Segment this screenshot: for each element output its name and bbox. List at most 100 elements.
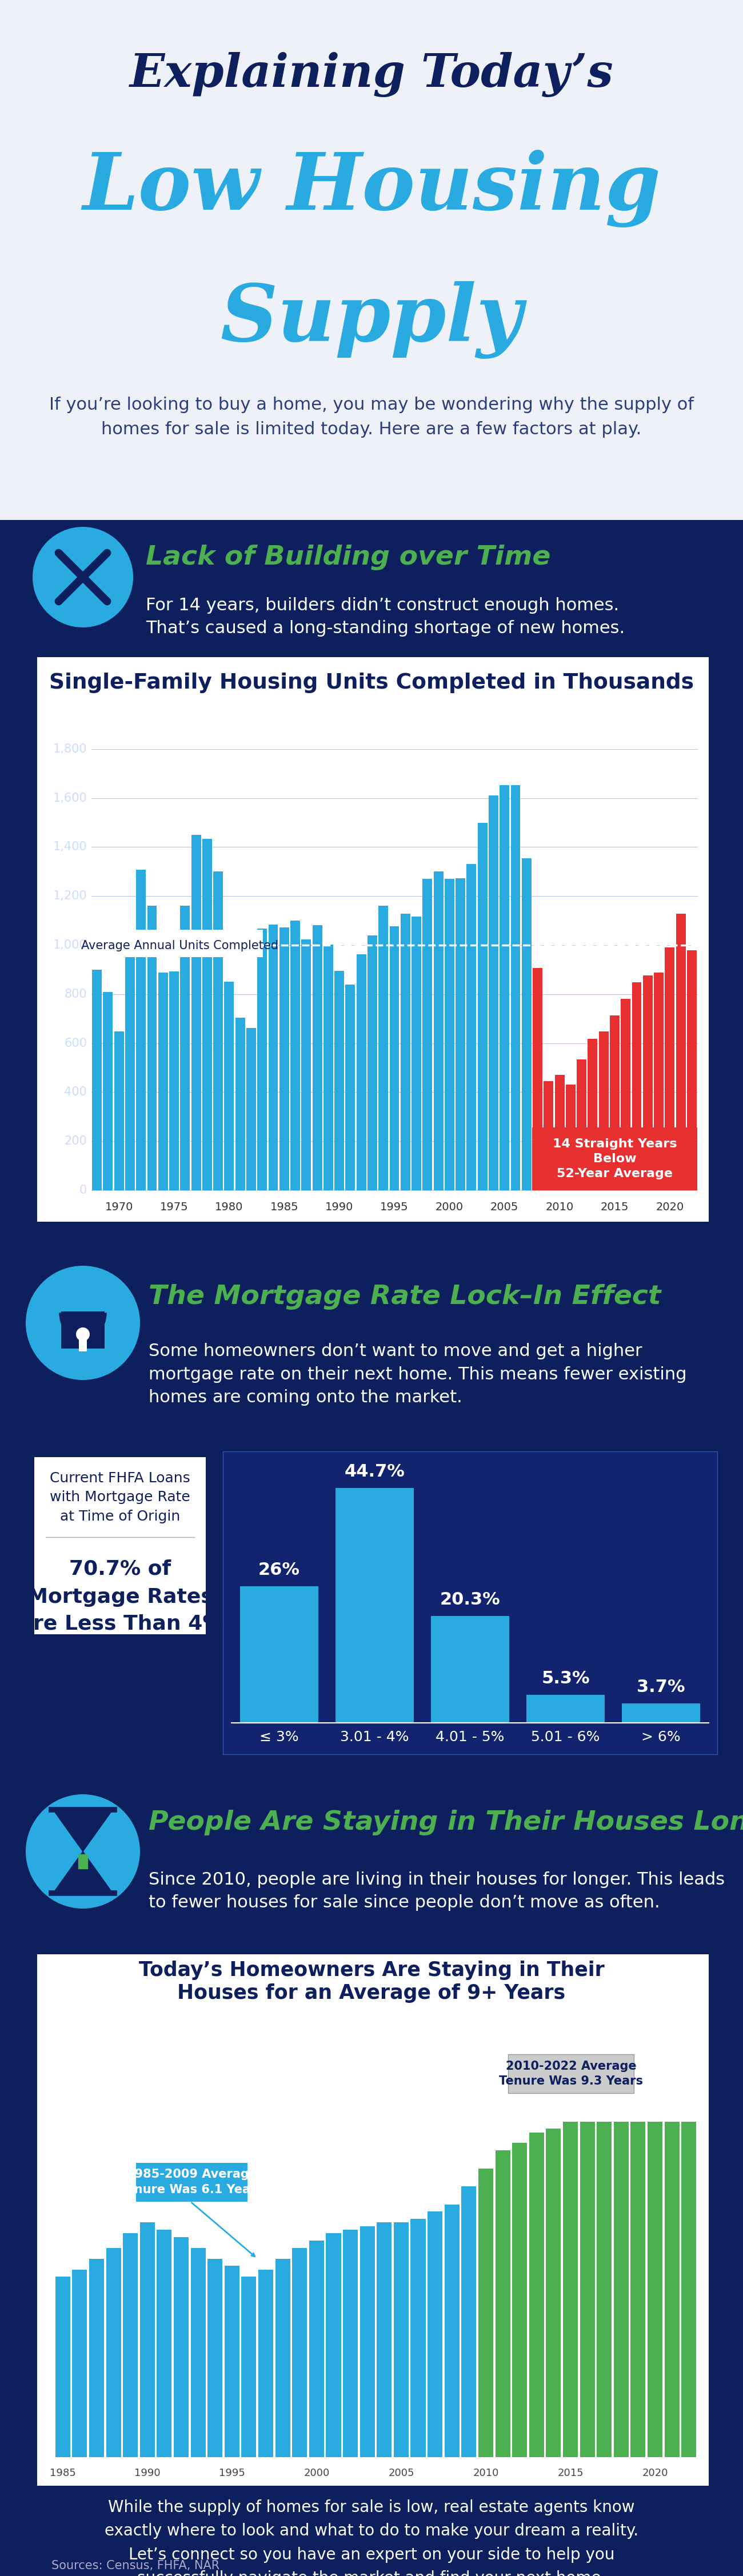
Bar <box>597 2123 611 2458</box>
Text: For 14 years, builders didn’t construct enough homes.
That’s caused a long-stand: For 14 years, builders didn’t construct … <box>146 598 625 636</box>
Text: Today’s Homeowners Are Staying in Their: Today’s Homeowners Are Staying in Their <box>139 1960 604 1981</box>
Bar <box>444 2205 459 2458</box>
Bar <box>302 940 311 1190</box>
Bar <box>499 786 510 1190</box>
Bar <box>79 1340 87 1352</box>
Bar <box>136 871 146 1190</box>
Bar <box>279 927 289 1190</box>
Bar <box>37 2007 709 2486</box>
Text: 1975: 1975 <box>160 1203 188 1213</box>
Text: 5.01 - 6%: 5.01 - 6% <box>531 1731 600 1744</box>
Text: Low Housing: Low Housing <box>82 149 661 227</box>
Text: 1995: 1995 <box>219 2468 245 2478</box>
Bar <box>147 907 157 1190</box>
Bar <box>532 1128 697 1190</box>
Text: Houses for an Average of 9+ Years: Houses for an Average of 9+ Years <box>178 1984 565 2004</box>
Bar <box>37 708 709 1221</box>
Text: 1980: 1980 <box>215 1203 243 1213</box>
Bar <box>169 971 179 1190</box>
Text: 1985-2009 Average
Tenure Was 6.1 Years: 1985-2009 Average Tenure Was 6.1 Years <box>120 2169 264 2195</box>
Bar <box>378 907 388 1190</box>
Bar <box>72 2269 87 2458</box>
Text: 2020: 2020 <box>655 1203 684 1213</box>
Bar <box>174 2236 189 2458</box>
Text: 2020: 2020 <box>642 2468 668 2478</box>
Text: Mortgage Rates: Mortgage Rates <box>27 1587 212 1607</box>
Bar <box>400 914 410 1190</box>
Text: 70.7% of: 70.7% of <box>69 1558 171 1579</box>
Text: 1,600: 1,600 <box>53 793 87 804</box>
Bar <box>648 2123 663 2458</box>
Bar <box>412 917 421 1190</box>
Bar <box>357 953 366 1190</box>
Bar <box>309 2241 324 2458</box>
Text: 14 Straight Years
Below
52-Year Average: 14 Straight Years Below 52-Year Average <box>553 1139 677 1180</box>
Bar <box>676 914 686 1190</box>
Text: > 6%: > 6% <box>641 1731 681 1744</box>
Bar <box>213 871 223 1190</box>
Bar <box>544 1082 554 1190</box>
Text: 44.7%: 44.7% <box>345 1463 405 1479</box>
Text: Since 2010, people are living in their houses for longer. This leads
to fewer ho: Since 2010, people are living in their h… <box>149 1870 724 1911</box>
Bar <box>34 1458 206 1633</box>
Circle shape <box>33 528 133 629</box>
Polygon shape <box>54 1852 111 1891</box>
Bar <box>599 1030 609 1190</box>
Bar <box>158 974 168 1190</box>
Bar <box>202 840 212 1190</box>
Bar <box>360 2226 374 2458</box>
Bar <box>565 1084 575 1190</box>
Text: 2010: 2010 <box>545 1203 574 1213</box>
Text: 2010: 2010 <box>473 2468 499 2478</box>
Bar <box>345 984 355 1190</box>
Bar <box>427 2213 442 2458</box>
Bar <box>496 2151 510 2458</box>
Text: 26%: 26% <box>259 1561 300 1579</box>
Bar <box>478 822 487 1190</box>
Text: 1,000: 1,000 <box>53 940 87 951</box>
Text: 400: 400 <box>64 1087 87 1097</box>
Bar <box>55 2277 70 2458</box>
Bar <box>247 1028 256 1190</box>
Text: Supply: Supply <box>221 281 522 358</box>
Bar <box>97 930 263 958</box>
Circle shape <box>26 1265 140 1381</box>
Bar <box>489 796 499 1190</box>
Bar <box>114 1033 124 1190</box>
Bar <box>632 981 641 1190</box>
Bar <box>411 2218 426 2458</box>
Bar <box>614 2123 629 2458</box>
Bar <box>588 1038 597 1190</box>
Text: 2010-2022 Average
Tenure Was 9.3 Years: 2010-2022 Average Tenure Was 9.3 Years <box>499 2061 643 2087</box>
Text: Are Less Than 4%: Are Less Than 4% <box>17 1615 223 1633</box>
Text: 1990: 1990 <box>134 2468 160 2478</box>
Bar <box>533 969 542 1190</box>
Bar <box>0 1239 743 1772</box>
Text: 1985: 1985 <box>50 2468 76 2478</box>
Bar <box>89 2259 104 2458</box>
Bar <box>664 2123 679 2458</box>
Bar <box>555 1074 565 1190</box>
Circle shape <box>26 1795 140 1909</box>
Bar <box>291 920 300 1190</box>
Bar <box>136 2164 247 2202</box>
Bar <box>368 935 377 1190</box>
Bar <box>389 927 399 1190</box>
Text: 3.7%: 3.7% <box>637 1680 685 1695</box>
Bar <box>522 858 531 1190</box>
Text: Average Annual Units Completed: Average Annual Units Completed <box>82 940 279 951</box>
Text: 1995: 1995 <box>380 1203 409 1213</box>
Bar <box>478 2169 493 2458</box>
Bar <box>312 925 322 1190</box>
Text: The Mortgage Rate Lock–In Effect: The Mortgage Rate Lock–In Effect <box>149 1285 661 1311</box>
Bar <box>434 871 444 1190</box>
Bar <box>431 1615 509 1723</box>
Bar <box>0 520 743 1239</box>
Bar <box>455 878 465 1190</box>
Bar <box>223 1450 717 1754</box>
Bar <box>37 1955 709 2007</box>
Text: 20.3%: 20.3% <box>440 1592 500 1607</box>
Bar <box>140 2223 155 2458</box>
Bar <box>236 1018 245 1190</box>
Bar <box>546 2128 561 2458</box>
